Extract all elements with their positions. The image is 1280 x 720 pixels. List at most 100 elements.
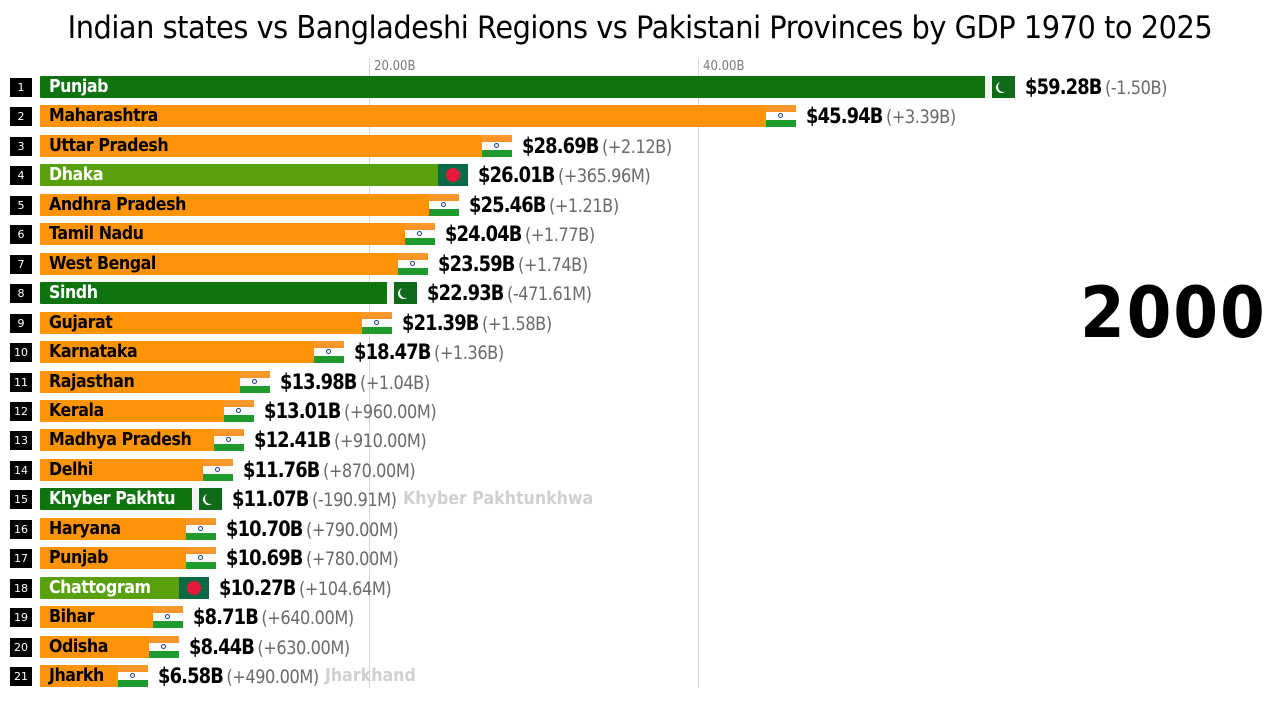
bar-row: 20 Odisha $8.44B (+630.00M) [0,635,1280,659]
gdp-value: $11.76B [243,458,320,482]
india-flag-icon [149,636,179,658]
value-label: $13.01B (+960.00M) [264,399,437,424]
bar-row: 15 Khyber Pakhtu $11.07B (-190.91M) Khyber P… [0,487,1280,511]
gdp-change: (+630.00M) [257,637,350,659]
gdp-change: (+490.00M) [226,666,319,688]
bar-row: 8 Sindh $22.93B (-471.61M) [0,281,1280,305]
value-label: $24.04B (+1.77B) [445,222,595,247]
chart-title: Indian states vs Bangladeshi Regions vs … [67,10,1213,46]
pakistan-flag-icon [985,76,1015,98]
rank-badge: 4 [10,166,32,185]
gdp-value: $22.93B [427,281,504,305]
bar-india: Odisha [40,636,179,658]
rank-badge: 15 [10,490,32,509]
bar-label: Andhra Pradesh [49,194,186,215]
value-label: $18.47B (+1.36B) [354,340,504,365]
india-flag-icon [186,547,216,569]
gdp-value: $21.39B [402,311,479,335]
gdp-change: (+3.39B) [885,106,956,128]
full-name-label: Khyber Pakhtunkhwa [402,488,593,509]
bar-label: Kerala [49,400,104,421]
india-flag-icon [405,223,435,245]
bar-label: Chattogram [49,577,151,598]
gdp-value: $13.01B [264,399,341,423]
india-flag-icon [203,459,233,481]
bar-india: Gujarat [40,312,392,334]
bar-bangladesh: Chattogram [40,577,209,599]
gdp-value: $6.58B [158,664,224,688]
bar-label: Delhi [49,459,93,480]
gdp-value: $23.59B [438,252,515,276]
bar-label: Punjab [49,547,108,568]
value-label: $28.69B (+2.12B) [522,134,672,159]
bar-india: Tamil Nadu [40,223,435,245]
gdp-change: (+790.00M) [305,519,399,541]
bar-row: 17 Punjab $10.69B (+780.00M) [0,546,1280,570]
bar-india: Madhya Pradesh [40,429,244,451]
value-label: $13.98B (+1.04B) [280,370,430,395]
bar-india: West Bengal [40,253,428,275]
rank-badge: 5 [10,196,32,215]
bar-row: 9 Gujarat $21.39B (+1.58B) [0,311,1280,335]
bar-row: 7 West Bengal $23.59B (+1.74B) [0,252,1280,276]
value-label: $22.93B (-471.61M) [427,281,592,306]
rank-badge: 21 [10,667,32,686]
bangladesh-flag-icon [438,164,468,186]
bar-label: Bihar [49,606,95,627]
bar-label: West Bengal [49,253,156,274]
bar-row: 6 Tamil Nadu $24.04B (+1.77B) [0,222,1280,246]
bar-india: Bihar [40,606,183,628]
gridline [369,58,370,688]
gdp-value: $11.07B [232,487,309,511]
bar-row: 11 Rajasthan $13.98B (+1.04B) [0,370,1280,394]
bar-india: Maharashtra [40,105,796,127]
rank-badge: 8 [10,284,32,303]
gdp-change: (-190.91M) [311,489,397,511]
rank-badge: 11 [10,373,32,392]
value-label: $8.44B (+630.00M) [189,635,350,660]
bar-label: Tamil Nadu [49,223,144,244]
india-flag-icon [214,429,244,451]
gdp-change: (+2.12B) [601,136,672,158]
india-flag-icon [398,253,428,275]
gdp-value: $18.47B [354,340,431,364]
rank-badge: 6 [10,225,32,244]
bar-row: 3 Uttar Pradesh $28.69B (+2.12B) [0,134,1280,158]
bar-india: Haryana [40,518,216,540]
gdp-change: (+1.74B) [517,254,588,276]
bar-label: Dhaka [49,164,104,185]
rank-badge: 20 [10,638,32,657]
bar-row: 2 Maharashtra $45.94B (+3.39B) [0,104,1280,128]
gdp-change: (+365.96M) [557,165,651,187]
bar-label: Khyber Pakhtu [49,488,176,509]
bar-label: Punjab [49,76,108,97]
gdp-value: $13.98B [280,370,357,394]
gdp-change: (+870.00M) [322,460,416,482]
bar-label: Odisha [49,636,108,657]
value-label: $11.07B (-190.91M) [232,487,397,512]
gdp-change: (+910.00M) [333,430,427,452]
bar-row: 4 Dhaka $26.01B (+365.96M) [0,163,1280,187]
gdp-value: $10.69B [226,546,303,570]
rank-badge: 18 [10,579,32,598]
bar-label: Jharkh [49,665,104,686]
gdp-change: (+640.00M) [261,607,354,629]
value-label: $12.41B (+910.00M) [254,428,427,453]
rank-badge: 10 [10,343,32,362]
bar-india: Andhra Pradesh [40,194,459,216]
year-label: 2000 [1080,272,1267,354]
gdp-change: (-471.61M) [506,283,592,305]
value-label: $45.94B (+3.39B) [806,104,956,129]
india-flag-icon [314,341,344,363]
bar-label: Gujarat [49,312,113,333]
bar-row: 14 Delhi $11.76B (+870.00M) [0,458,1280,482]
india-flag-icon [766,105,796,127]
bar-label: Rajasthan [49,371,135,392]
bar-label: Haryana [49,518,121,539]
gdp-change: (+1.58B) [481,313,552,335]
bar-pakistan: Punjab [40,76,1015,98]
value-label: $10.70B (+790.00M) [226,517,399,542]
value-label: $26.01B (+365.96M) [478,163,651,188]
value-label: $6.58B (+490.00M) [158,664,319,689]
bar-bangladesh: Dhaka [40,164,468,186]
